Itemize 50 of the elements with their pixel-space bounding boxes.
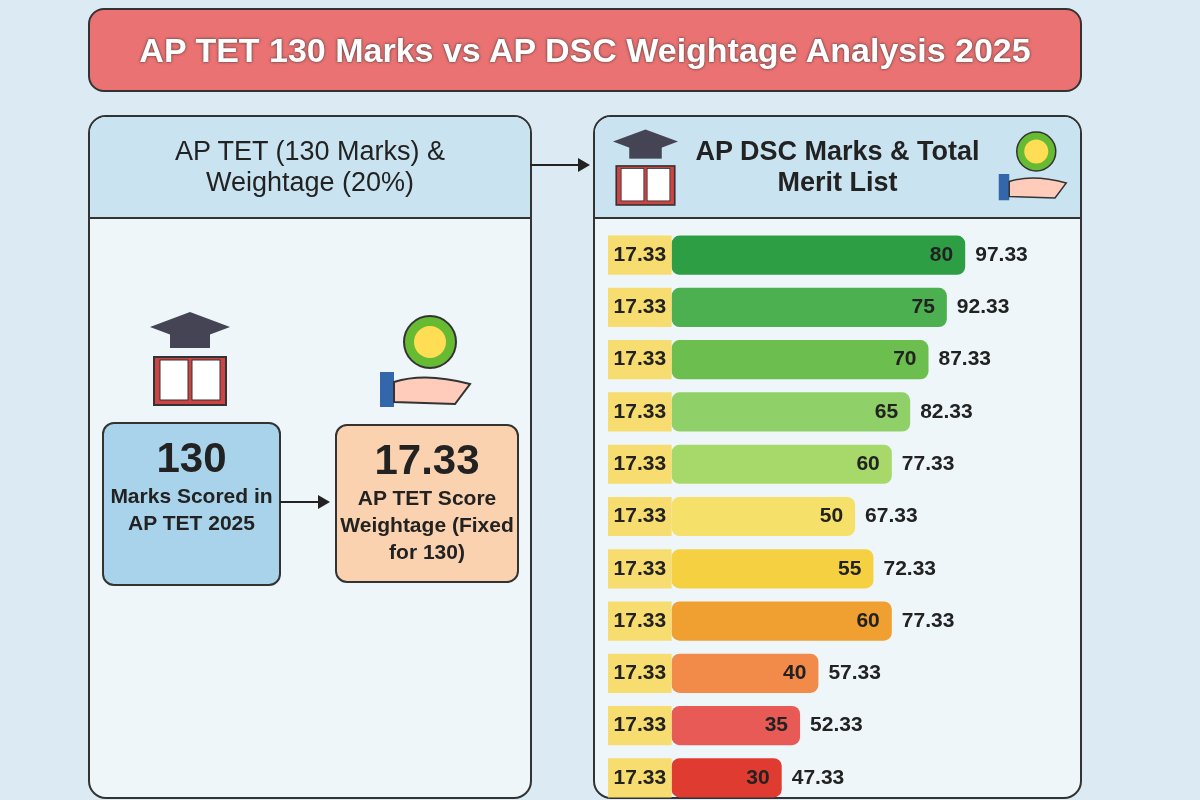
text: AP TET 130 Marks vs AP DSC Weightage Analysis 2025 xyxy=(88,8,1082,92)
data-label: 17.33 xyxy=(613,294,667,318)
data-label: 50 xyxy=(819,503,844,527)
data-label: 70 xyxy=(893,346,917,370)
total-label: 77.33 xyxy=(901,451,955,475)
total-label: 72.33 xyxy=(883,555,937,579)
bar xyxy=(671,444,892,484)
bar xyxy=(671,235,966,275)
total-label: 92.33 xyxy=(956,294,1010,318)
data-label: 17.33 xyxy=(613,241,667,265)
data-label: 80 xyxy=(929,241,954,265)
data-label: 17.33 xyxy=(613,712,667,736)
data-label: 60 xyxy=(856,607,880,631)
total-label: 87.33 xyxy=(938,346,992,370)
text: Marks Scored in AP TET 2025 xyxy=(109,483,274,536)
bar xyxy=(671,758,782,798)
text: 17.33 xyxy=(373,436,481,484)
chart-title: AP DSC Marks & Total Merit List xyxy=(595,117,1080,219)
total-label: 82.33 xyxy=(920,398,973,422)
total-label: 67.33 xyxy=(865,503,918,527)
data-label: 35 xyxy=(764,712,789,736)
text: AP TET Score Weightage (Fixed for 130) xyxy=(339,485,515,565)
bar xyxy=(671,601,892,641)
bar xyxy=(671,340,929,380)
bar xyxy=(671,287,947,328)
data-label: 17.33 xyxy=(613,555,667,579)
data-label: 17.33 xyxy=(613,451,667,475)
data-label: 17.33 xyxy=(613,660,667,684)
total-label: 47.33 xyxy=(791,764,845,788)
total-label: 52.33 xyxy=(810,712,863,736)
data-label: 65 xyxy=(874,398,899,422)
data-label: 17.33 xyxy=(613,346,667,370)
data-label: 40 xyxy=(783,660,807,684)
total-label: 97.33 xyxy=(975,241,1028,265)
data-label: 17.33 xyxy=(613,398,667,422)
bar xyxy=(671,392,911,432)
bar xyxy=(671,653,819,693)
total-label: 57.33 xyxy=(828,660,881,684)
bar xyxy=(671,549,874,589)
total-label: 77.33 xyxy=(901,607,955,631)
data-label: 75 xyxy=(911,294,936,318)
bar xyxy=(671,705,801,746)
data-label: 30 xyxy=(746,764,770,788)
data-label: 55 xyxy=(838,555,862,579)
data-label: 17.33 xyxy=(613,607,667,631)
data-label: 17.33 xyxy=(613,503,667,527)
text: 130 xyxy=(155,434,228,482)
data-label: 17.33 xyxy=(613,764,667,788)
text: AP TET (130 Marks) & Weightage (20%) xyxy=(90,117,530,219)
data-label: 60 xyxy=(856,451,880,475)
